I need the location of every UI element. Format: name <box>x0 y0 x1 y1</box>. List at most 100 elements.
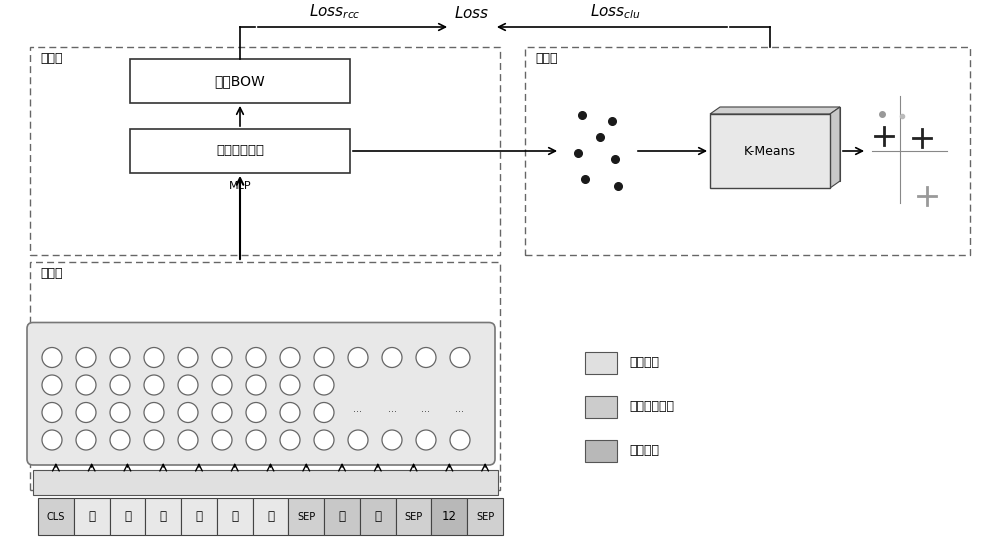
Circle shape <box>212 403 232 422</box>
Circle shape <box>314 348 334 367</box>
Circle shape <box>382 348 402 367</box>
Bar <box>525 47 970 255</box>
Bar <box>585 352 617 374</box>
Circle shape <box>110 348 130 367</box>
Circle shape <box>416 430 436 450</box>
Bar <box>217 498 253 535</box>
Text: 微博文本: 微博文本 <box>629 356 659 370</box>
Circle shape <box>280 375 300 395</box>
Circle shape <box>144 403 164 422</box>
Text: SEP: SEP <box>297 512 315 522</box>
Bar <box>110 498 145 535</box>
Circle shape <box>178 375 198 395</box>
FancyBboxPatch shape <box>27 323 495 465</box>
Bar <box>181 498 217 535</box>
Circle shape <box>76 403 96 422</box>
Circle shape <box>246 430 266 450</box>
Text: ...: ... <box>455 403 464 414</box>
Text: MLP: MLP <box>229 181 251 191</box>
Text: $Loss_{rcc}$: $Loss_{rcc}$ <box>309 2 361 21</box>
Bar <box>585 396 617 418</box>
Polygon shape <box>710 107 840 114</box>
Bar <box>710 114 830 188</box>
Bar <box>360 498 396 535</box>
Circle shape <box>246 403 266 422</box>
Circle shape <box>76 348 96 367</box>
Text: ...: ... <box>388 403 397 414</box>
Circle shape <box>42 430 62 450</box>
Circle shape <box>42 403 62 422</box>
Bar <box>130 59 350 103</box>
Circle shape <box>280 403 300 422</box>
Bar <box>585 440 617 462</box>
Text: 软聚类: 软聚类 <box>535 52 558 65</box>
Bar <box>30 47 500 255</box>
Circle shape <box>144 348 164 367</box>
Circle shape <box>110 375 130 395</box>
Circle shape <box>144 375 164 395</box>
Circle shape <box>42 348 62 367</box>
Text: CLS: CLS <box>47 512 65 522</box>
Text: 差异性关键词: 差异性关键词 <box>629 401 674 414</box>
Text: 重构BOW: 重构BOW <box>215 74 265 88</box>
Bar <box>720 107 840 181</box>
Circle shape <box>178 403 198 422</box>
Circle shape <box>280 430 300 450</box>
Text: ...: ... <box>354 403 362 414</box>
Bar <box>467 498 503 535</box>
Bar <box>288 498 324 535</box>
Text: 失: 失 <box>231 510 238 523</box>
Text: $Loss$: $Loss$ <box>454 5 490 21</box>
Circle shape <box>314 375 334 395</box>
Text: K-Means: K-Means <box>744 144 796 158</box>
Bar <box>145 498 181 535</box>
Circle shape <box>450 348 470 367</box>
Circle shape <box>76 375 96 395</box>
Circle shape <box>212 375 232 395</box>
Circle shape <box>382 430 402 450</box>
Circle shape <box>212 348 232 367</box>
Bar <box>253 498 288 535</box>
Text: 子: 子 <box>195 510 202 523</box>
Bar <box>74 498 110 535</box>
Circle shape <box>348 348 368 367</box>
Text: 踪: 踪 <box>374 510 381 523</box>
Text: ...: ... <box>422 403 430 414</box>
Circle shape <box>110 403 130 422</box>
Text: 踪: 踪 <box>267 510 274 523</box>
Bar <box>38 498 74 535</box>
Text: 某: 某 <box>88 510 95 523</box>
Bar <box>30 262 500 490</box>
Circle shape <box>246 375 266 395</box>
Circle shape <box>280 348 300 367</box>
Text: SEP: SEP <box>476 512 494 522</box>
Circle shape <box>212 430 232 450</box>
Circle shape <box>416 348 436 367</box>
Circle shape <box>314 430 334 450</box>
Circle shape <box>76 430 96 450</box>
Circle shape <box>42 375 62 395</box>
Bar <box>130 129 350 173</box>
Text: 案件时间: 案件时间 <box>629 445 659 457</box>
Bar <box>33 470 498 495</box>
Text: 低维特征向量: 低维特征向量 <box>216 144 264 158</box>
Circle shape <box>178 348 198 367</box>
Bar <box>396 498 431 535</box>
Circle shape <box>348 430 368 450</box>
Text: 失: 失 <box>339 510 346 523</box>
Circle shape <box>450 430 470 450</box>
Text: 女: 女 <box>160 510 167 523</box>
Polygon shape <box>830 107 840 188</box>
Text: 解码器: 解码器 <box>40 52 62 65</box>
Circle shape <box>178 430 198 450</box>
Circle shape <box>144 430 164 450</box>
Text: 地: 地 <box>124 510 131 523</box>
Text: 编码器: 编码器 <box>40 267 62 280</box>
Bar <box>324 498 360 535</box>
Circle shape <box>110 430 130 450</box>
Text: SEP: SEP <box>404 512 423 522</box>
Text: $Loss_{clu}$: $Loss_{clu}$ <box>590 2 640 21</box>
Bar <box>431 498 467 535</box>
Text: 12: 12 <box>442 510 457 523</box>
Circle shape <box>314 403 334 422</box>
